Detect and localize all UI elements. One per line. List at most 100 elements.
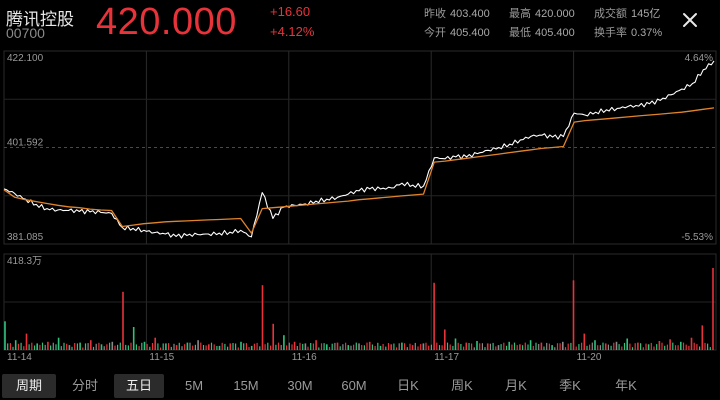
volume-bar (457, 342, 459, 350)
quote-header: 腾讯控股 00700 420.000 +16.60 +4.12% 昨收 403.4… (0, 0, 720, 44)
volume-bar (36, 343, 38, 350)
volume-bar (9, 343, 11, 350)
volume-bar (44, 344, 46, 350)
volume-bar (672, 342, 674, 350)
price-change: +16.60 (270, 4, 311, 19)
volume-bar (221, 342, 223, 350)
tab-5m[interactable]: 5M (184, 378, 204, 393)
tab-quarterly-k[interactable]: 季K (559, 378, 581, 393)
last-price: 420.000 (96, 1, 237, 43)
price-change-percent: +4.12% (270, 24, 315, 39)
volume-bar (701, 325, 704, 350)
price-axis-mid-label: 401.592 (7, 138, 44, 149)
volume-bar (712, 268, 714, 350)
volume-bar (31, 342, 33, 350)
volume-bar (511, 344, 513, 350)
tab-30m[interactable]: 30M (287, 378, 313, 393)
volume-bar (111, 341, 114, 350)
volume-bar (634, 343, 636, 350)
volume-bar (28, 344, 30, 350)
intraday-chart[interactable]: 422.100 401.592 381.085 4.64% -5.53% 418.3万 11… (0, 44, 720, 370)
volume-bar (250, 345, 253, 350)
volume-bar (189, 342, 191, 350)
volume-bar (535, 342, 537, 350)
volume-bar (143, 341, 146, 350)
volume-bar (299, 342, 301, 350)
volume-bar (106, 344, 108, 350)
volume-bar (293, 341, 296, 350)
tab-daily-k[interactable]: 日K (397, 378, 419, 393)
volume-bar (481, 343, 483, 350)
volume-bar (358, 343, 360, 350)
volume-bar (454, 338, 457, 350)
volume-bar (417, 346, 419, 350)
volume-bar (218, 345, 221, 350)
volume-bar (186, 342, 189, 350)
tab-15m[interactable]: 15M (233, 378, 259, 393)
volume-bar (178, 342, 180, 350)
volume-bar (339, 346, 341, 350)
stock-name: 腾讯控股 (6, 10, 74, 29)
volume-bar (259, 346, 261, 350)
volume-bar (342, 344, 344, 350)
volume-bar (602, 342, 604, 350)
volume-bar (165, 343, 167, 350)
volume-bar (626, 338, 628, 350)
x-axis-label: 11-15 (149, 352, 174, 363)
volume-bar (149, 346, 151, 350)
tab-period[interactable]: 周期 (2, 374, 56, 398)
volume-bar (597, 345, 599, 350)
volume-bar (452, 345, 454, 350)
volume-bar (436, 342, 438, 350)
volume-bar (682, 342, 685, 350)
volume-bar (559, 343, 561, 350)
volume-bar (613, 342, 615, 350)
volume-bar (538, 344, 540, 350)
volume-bar (524, 342, 526, 350)
volume-bar (615, 341, 618, 350)
tab-weekly-k[interactable]: 周K (451, 378, 473, 393)
stat-high: 最高 420.000 (509, 8, 575, 20)
volume-bar (296, 346, 298, 350)
volume-bar (55, 344, 57, 350)
volume-bar (33, 345, 36, 350)
volume-bar (253, 343, 255, 350)
volume-bar (610, 345, 612, 350)
tab-yearly-k[interactable]: 年K (615, 378, 637, 393)
close-button[interactable] (676, 6, 704, 34)
volume-bar (581, 342, 583, 350)
volume-bar (645, 343, 647, 350)
tab-timeshare[interactable]: 分时 (71, 378, 98, 393)
volume-bar (315, 340, 317, 350)
volume-bar (323, 343, 325, 350)
tab-60m[interactable]: 60M (341, 378, 367, 393)
volume-bar (345, 342, 347, 350)
volume-bar (422, 343, 425, 350)
volume-bar (138, 346, 140, 350)
volume-bar (393, 343, 395, 350)
volume-bar (420, 344, 422, 350)
volume-bar (267, 342, 269, 350)
volume-bar (146, 343, 148, 350)
volume-bar (666, 344, 668, 350)
tab-monthly-k[interactable]: 月K (505, 378, 527, 393)
volume-bar (363, 345, 365, 350)
price-axis-bottom-label: 381.085 (7, 232, 44, 243)
tab-five-day[interactable]: 五日 (114, 374, 164, 398)
volume-bar (197, 340, 199, 350)
volume-bar (578, 344, 580, 350)
volume-bar (23, 346, 25, 350)
volume-bar (248, 347, 250, 350)
volume-bar (543, 346, 545, 350)
volume-bar (256, 342, 258, 350)
volume-bar (414, 342, 416, 350)
volume-bar (302, 343, 304, 350)
volume-bar (693, 342, 695, 350)
volume-bar (465, 342, 468, 350)
average-price-line (3, 107, 715, 234)
volume-bar (170, 346, 172, 350)
volume-bar (52, 342, 54, 350)
volume-bar (690, 337, 693, 350)
pct-axis-top-label: 4.64% (685, 53, 713, 64)
volume-bar (355, 342, 357, 350)
